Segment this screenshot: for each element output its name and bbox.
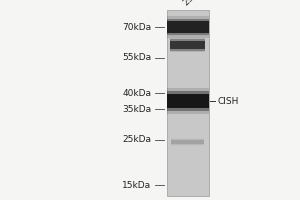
Bar — [170, 38, 205, 52]
Text: 25kDa: 25kDa — [122, 136, 152, 144]
Text: 293T: 293T — [181, 0, 203, 7]
Bar — [167, 88, 208, 114]
Bar — [171, 139, 204, 145]
Text: CISH: CISH — [218, 97, 239, 106]
Bar — [170, 39, 205, 51]
Text: 35kDa: 35kDa — [122, 104, 152, 114]
Bar — [167, 19, 208, 35]
Bar — [171, 140, 204, 144]
Bar — [167, 91, 208, 111]
Text: 55kDa: 55kDa — [122, 53, 152, 62]
Bar — [167, 21, 208, 33]
Bar — [170, 41, 205, 49]
Bar — [167, 16, 208, 38]
Bar — [171, 138, 204, 146]
Text: 70kDa: 70kDa — [122, 22, 152, 31]
Bar — [167, 10, 208, 196]
Bar — [167, 94, 208, 108]
Text: 40kDa: 40kDa — [122, 88, 152, 98]
Text: 15kDa: 15kDa — [122, 180, 152, 190]
